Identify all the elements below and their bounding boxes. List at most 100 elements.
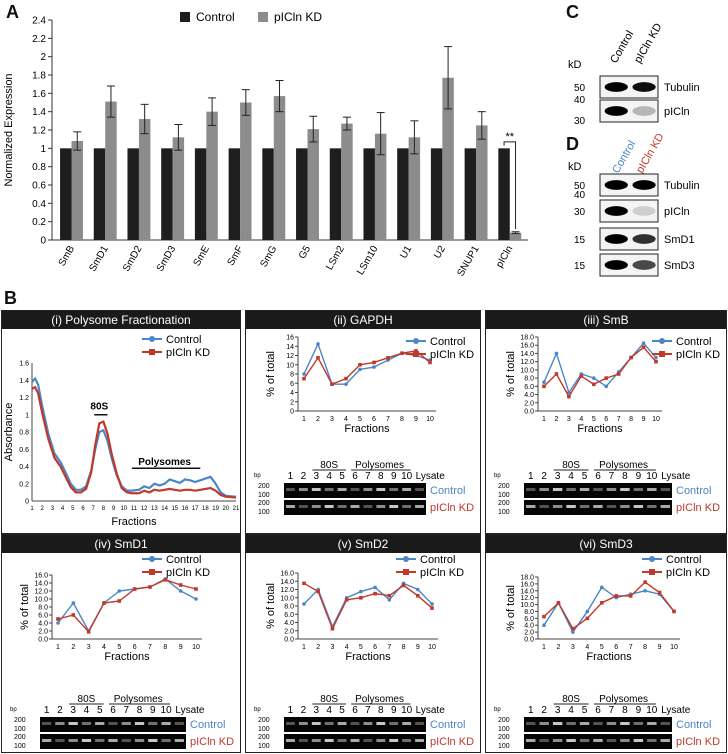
y-axis-label: % of total [265,351,277,397]
x-tick-label: U2 [432,244,448,261]
data-point-kd [344,598,349,602]
y-tick-label: 2.2 [32,34,46,45]
data-point-control [591,376,596,380]
bar-kd [341,123,353,240]
data-point-control [316,342,320,346]
y-tick-label: 0.8 [19,430,29,437]
legend-marker-kd [413,351,419,357]
x-tick-label: 9 [414,416,418,423]
gel-row-label-control: Control [190,719,225,731]
y-tick-label: 10 [286,362,294,369]
panel-title: (ii) GAPDH [246,311,480,329]
y-tick-label: 4.0 [284,620,294,627]
y-tick-label: 4.0 [524,392,534,399]
panel-smb: (iii) SmB 0.0 2.0 4.0 6.0 8.0 10.0 12.0 14.0 16.… [485,310,727,534]
gel-band [350,722,360,725]
x-tick-label: 21 [233,506,240,512]
y-tick-label: 1.4 [19,378,29,385]
x-tick-label: 5 [600,644,604,651]
gel-band [647,488,657,491]
data-point-kd [71,613,76,617]
panel-smd2: (v) SmD2 0.0 2.0 4.0 6.0 8.0 10.0 12.0 14.0 16.0… [245,534,481,753]
x-tick-label: 8 [163,644,167,651]
bp-marker: 200 [258,734,270,741]
x-tick-label: SmD2 [121,244,145,274]
x-tick-label: 6 [372,416,376,423]
bar-kd [240,102,252,240]
data-point-kd [585,616,590,621]
data-point-kd [628,594,633,598]
y-tick-label: 12.0 [520,595,534,602]
x-tick-label: 7 [629,644,633,651]
x-tick-label: 2 [71,644,75,651]
data-point-control [178,589,183,593]
y-tick-label: 1.6 [19,361,29,368]
bp-marker: 200 [498,500,510,507]
series-line-control [543,586,675,634]
gel-row-label-kd: pICln KD [430,502,474,514]
bp-marker: 200 [14,734,26,741]
x-tick-label: 10 [120,506,127,512]
x-tick-label: SmG [258,244,279,269]
data-point-kd [641,345,646,350]
data-point-control [415,587,420,592]
x-tick-label: 10 [192,644,200,651]
data-point-kd [401,583,406,588]
panel-title: (iv) SmD1 [2,535,240,553]
x-tick-label: 9 [179,644,183,651]
gel-band [606,488,617,491]
gel-band [660,488,670,491]
bp-marker: 200 [498,483,510,490]
data-point-kd [414,349,418,353]
data-point-kd [657,590,662,595]
data-point-kd [132,587,137,591]
gel-band [324,739,334,742]
gel-band [363,722,373,725]
bar-kd [408,137,421,240]
x-tick-label: 2 [41,506,45,512]
lane-number: 9 [391,471,397,482]
x-tick-label: 12 [141,506,148,512]
x-tick-label: 1 [302,416,306,423]
bar-control [127,148,139,240]
lane-number: 4 [326,705,332,716]
y-axis-label: % of total [19,584,31,630]
x-tick-label: 10 [670,644,678,651]
lane-number: 10 [401,705,413,716]
gel-band [620,505,630,508]
bar-control [363,148,375,240]
lysate-label: Lysate [661,471,691,482]
data-point-kd [579,374,584,378]
data-point-kd [372,360,376,365]
lane-number: 1 [288,705,294,716]
y-tick-label: 2.0 [524,400,534,407]
gel-band [81,722,92,725]
y-tick-label: 1.8 [32,71,46,82]
bp-marker: 100 [258,509,270,516]
row-label: SmD1 [664,234,695,246]
gel-band [593,505,603,508]
x-tick-label: 3 [571,644,575,651]
legend-label-kd: pICln KD [420,567,464,579]
gel-band [42,739,52,742]
gel-band [42,722,52,725]
bp-marker: 200 [14,717,26,724]
gel-band [324,722,334,725]
data-point-control [373,585,377,590]
legend-marker-control [649,556,655,562]
series-line-control [303,582,433,629]
data-point-kd [359,595,363,600]
row-label-picln: pICln [664,106,690,118]
gel-band [606,739,617,742]
data-point-kd [178,583,183,587]
gel-band [579,488,590,491]
x-axis-label: Fractions [111,516,157,528]
x-tick-label: 4 [579,416,583,423]
data-point-control [599,585,604,590]
x-tick-label: 7 [386,416,390,423]
data-point-kd [629,355,633,360]
bar-control [296,148,308,240]
legend-swatch-control [180,12,190,22]
lane-number: 9 [636,471,642,482]
